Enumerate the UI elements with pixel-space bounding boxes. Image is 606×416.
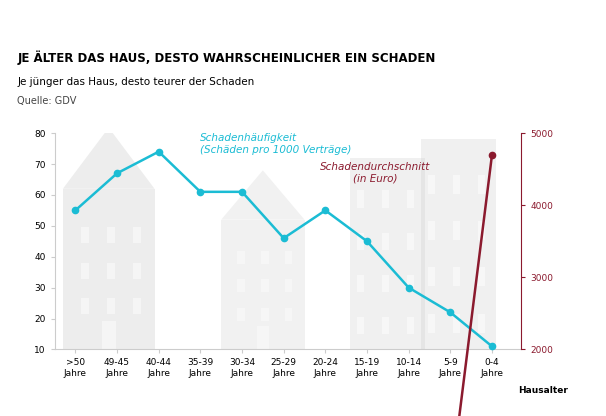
Bar [421, 139, 496, 349]
Bar [285, 280, 292, 292]
Bar [382, 317, 389, 334]
Text: Quelle: GDV: Quelle: GDV [17, 97, 76, 106]
Bar [407, 191, 415, 208]
Bar [238, 280, 245, 292]
Polygon shape [63, 128, 155, 189]
Bar [407, 233, 415, 250]
Bar [285, 308, 292, 321]
Text: Schadendurchschnitt
(in Euro): Schadendurchschnitt (in Euro) [320, 162, 430, 183]
Bar [357, 233, 364, 250]
Text: Je jünger das Haus, desto teurer der Schaden: Je jünger das Haus, desto teurer der Sch… [17, 77, 255, 87]
Bar [261, 251, 268, 264]
Bar [107, 298, 115, 314]
Text: JE ÄLTER DAS HAUS, DESTO WAHRSCHEINLICHER EIN SCHADEN: JE ÄLTER DAS HAUS, DESTO WAHRSCHEINLICHE… [17, 51, 436, 65]
Polygon shape [221, 170, 304, 220]
Bar [261, 280, 268, 292]
Bar [382, 275, 389, 292]
Bar [382, 191, 389, 208]
Bar [407, 317, 415, 334]
Bar [81, 298, 89, 314]
Bar [350, 158, 425, 349]
Bar [453, 314, 460, 333]
Bar [382, 233, 389, 250]
Text: Schadenhäufigkeit
(Schäden pro 1000 Verträge): Schadenhäufigkeit (Schäden pro 1000 Vert… [201, 133, 351, 155]
Bar [238, 308, 245, 321]
Bar [133, 227, 141, 243]
Bar [133, 262, 141, 279]
Bar [357, 317, 364, 334]
Bar [428, 314, 435, 333]
Bar [63, 189, 155, 349]
Bar [357, 275, 364, 292]
Bar [453, 267, 460, 286]
Bar [133, 298, 141, 314]
Bar [102, 320, 116, 349]
Bar [357, 191, 364, 208]
Bar [261, 308, 268, 321]
Bar [453, 175, 460, 194]
Bar [478, 267, 485, 286]
Bar [238, 251, 245, 264]
Bar [428, 221, 435, 240]
Bar [107, 227, 115, 243]
Bar [81, 262, 89, 279]
Bar [81, 227, 89, 243]
Bar [428, 267, 435, 286]
Bar [478, 221, 485, 240]
Bar [428, 175, 435, 194]
Bar [407, 275, 415, 292]
Bar [478, 314, 485, 333]
Bar [107, 262, 115, 279]
Bar [256, 326, 269, 349]
Bar [285, 251, 292, 264]
Bar [453, 221, 460, 240]
Text: Hausalter: Hausalter [518, 386, 568, 395]
Bar [478, 175, 485, 194]
Bar [221, 220, 304, 349]
